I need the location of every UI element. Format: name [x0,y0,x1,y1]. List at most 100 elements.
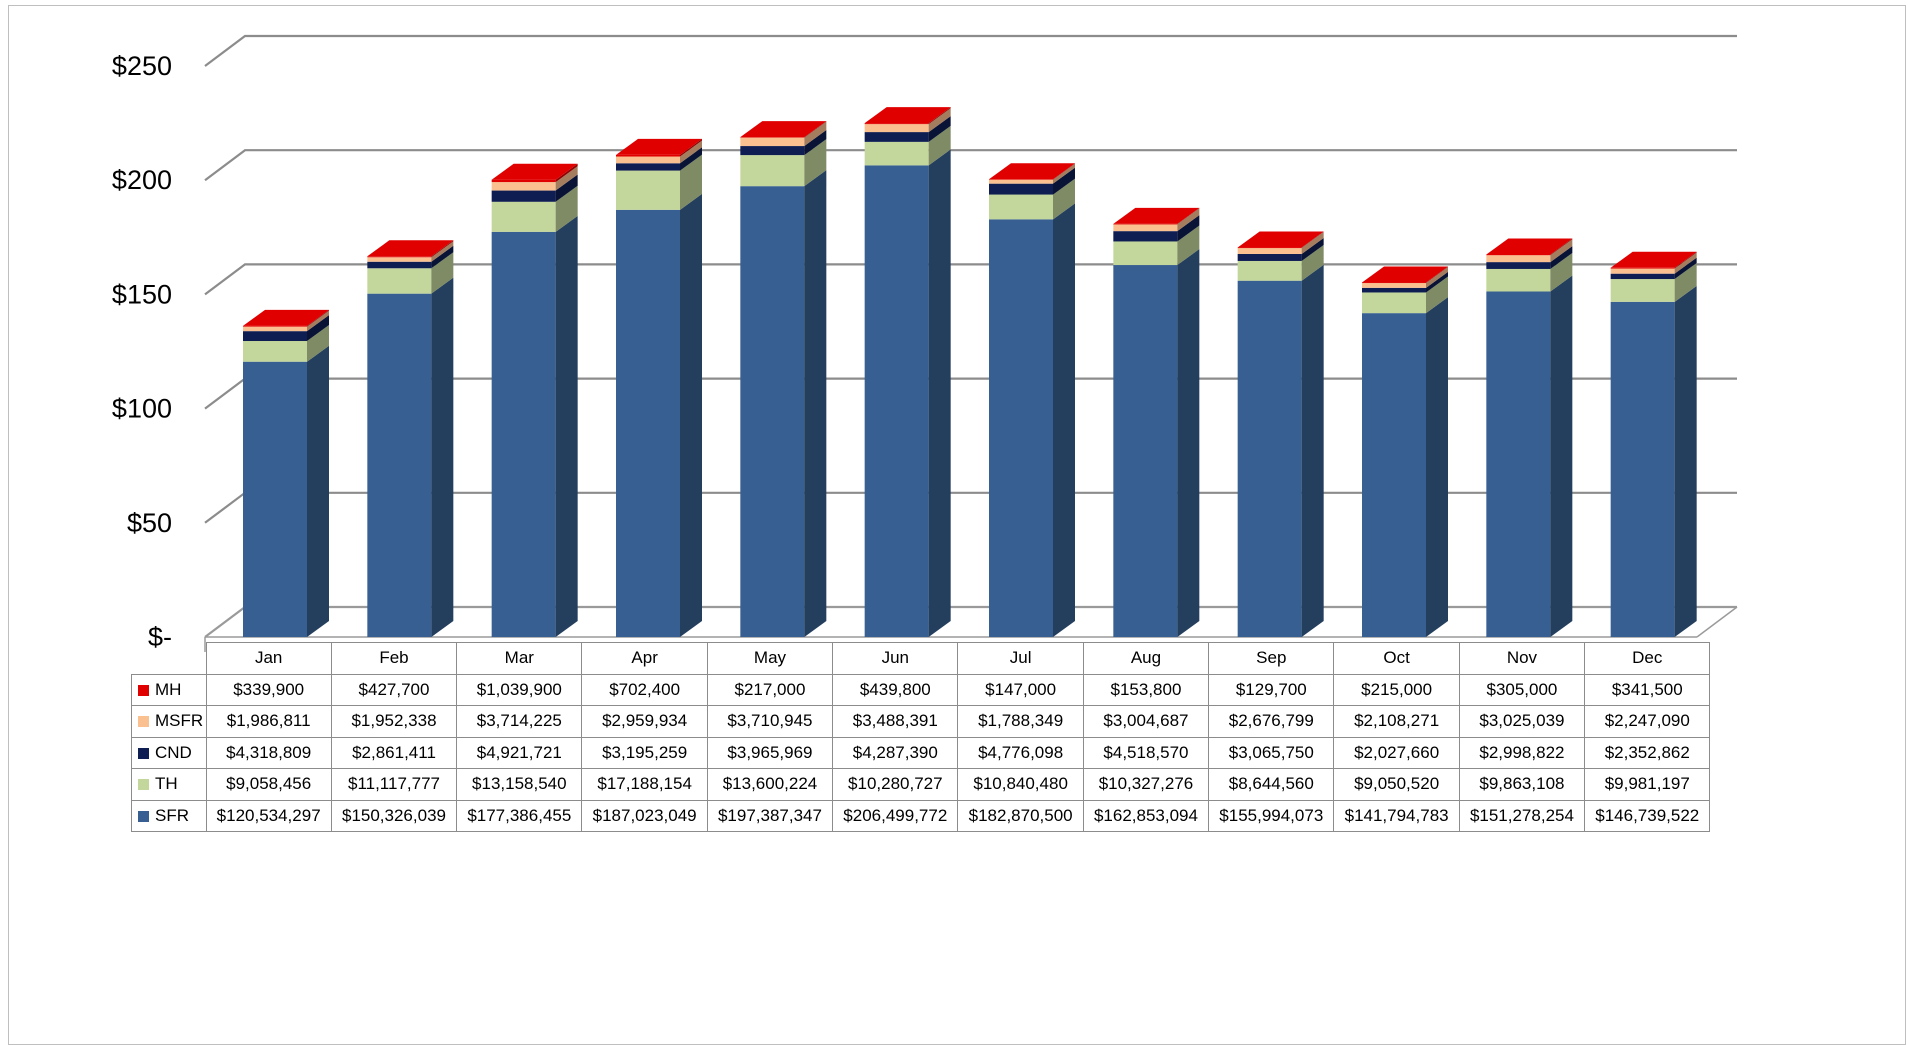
bar-segment-msfr [616,156,680,164]
bar-segment-msfr [367,257,432,262]
bar-stack [1362,266,1448,637]
bar-segment-mh [1113,223,1178,225]
table-cell: $187,023,049 [581,799,708,832]
bar-side-sfr [1674,285,1697,637]
bar-side-mh [804,121,827,138]
y-tick-label: $150 [112,279,172,309]
bar-top-face [1237,231,1324,248]
legend-swatch [138,747,149,759]
table-cell: $150,326,039 [330,799,458,832]
bar-side-th [1426,276,1448,314]
bar-segment-mh [1362,282,1426,284]
table-cell: $4,318,809 [205,736,332,769]
table-cell: $305,000 [1458,673,1586,706]
bar-top-face [367,240,454,257]
bar-side-msfr [1301,231,1324,254]
table-cell: $120,534,297 [205,799,332,832]
category-label: May [706,642,834,675]
table-cell: $2,861,411 [330,736,458,769]
bar-top-face [491,163,578,180]
bar-side-msfr [928,108,951,133]
bar-segment-th [1113,241,1178,266]
table-cell: $217,000 [706,673,834,706]
bar-side-mh [1301,231,1324,248]
legend-swatch [138,779,149,791]
table-cell: $8,644,560 [1208,768,1335,801]
bar-side-mh [1674,251,1697,269]
bar-segment-sfr [616,209,680,637]
bar-stack [864,107,951,637]
table-cell: $197,387,347 [706,799,834,832]
bar-stack [1610,251,1697,637]
bar-top-face [243,309,329,326]
bar-top-face [1113,207,1200,224]
bar-segment-th [1362,292,1426,314]
bar-side-th [1177,225,1200,266]
table-cell: $129,700 [1208,673,1335,706]
data-table-header: Jan Feb Mar Apr May Jun Jul Aug Sep Oct Nov Dec [131,642,1711,675]
table-row: CND $4,318,809 $2,861,411 $4,921,721 $3,195,… [131,736,1711,769]
bar-segment-mh [864,123,929,125]
table-cell: $146,739,522 [1584,799,1711,832]
table-cell: $4,518,570 [1082,736,1210,769]
table-cell: $339,900 [205,673,332,706]
bar-side-cnd [1301,237,1324,261]
category-label: Feb [330,642,458,675]
bar-top-face [1362,266,1448,283]
bar-segment-cnd [367,261,432,269]
table-cell: $17,188,154 [581,768,708,801]
series-name: MSFR [155,711,204,731]
bar-side-msfr [555,166,578,191]
bar-segment-mh [616,154,680,157]
bar-side-cnd [804,130,827,156]
table-cell: $3,714,225 [456,705,583,738]
bar-segment-th [1486,268,1551,292]
bar-segment-mh [367,256,432,258]
table-cell: $2,998,822 [1458,736,1586,769]
table-cell: $141,794,783 [1333,799,1460,832]
table-cell: $2,247,090 [1584,705,1711,738]
bar-side-msfr [1426,267,1448,288]
table-cell: $4,287,390 [832,736,959,769]
bar-side-sfr [1550,275,1573,637]
bar-segment-msfr [1113,224,1178,232]
bar-side-cnd [1426,271,1448,293]
table-cell: $9,050,520 [1333,768,1460,801]
bar-side-mh [431,240,454,258]
category-label: Jul [957,642,1084,675]
series-label: SFR [131,799,207,832]
bar-side-sfr [680,193,702,637]
series-label: MSFR [131,705,207,738]
bar-segment-th [367,268,432,294]
bar-segment-th [243,341,307,362]
bar-side-msfr [431,241,454,262]
bar-side-cnd [555,174,578,202]
bar-segment-msfr [491,182,556,191]
bar-stack [243,309,329,637]
bar-side-th [1550,252,1573,292]
table-row: SFR $120,534,297 $150,326,039 $177,386,455 $… [131,799,1711,832]
table-cell: $702,400 [581,673,708,706]
bar-segment-msfr [740,137,805,147]
bars [243,107,1697,638]
stacked-3d-column-chart: $-$50$100$150$200$250 [112,34,1738,652]
table-cell: $1,039,900 [456,673,583,706]
bar-segment-cnd [491,190,556,202]
bar-segment-sfr [740,186,805,637]
category-label: Nov [1458,642,1586,675]
bar-segment-mh [491,179,556,183]
legend-swatch [138,810,149,822]
table-cell: $3,965,969 [706,736,834,769]
bar-segment-mh [1486,254,1551,256]
category-label: Apr [581,642,708,675]
category-label: Aug [1082,642,1210,675]
bar-side-th [1053,178,1075,220]
bar-top-face [616,138,702,155]
bar-stack [616,138,702,637]
bar-side-sfr [804,170,827,637]
bar-segment-mh [1610,267,1675,269]
table-row: MH $339,900 $427,700 $1,039,900 $702,400 $217… [131,673,1711,706]
table-cell: $10,840,480 [957,768,1084,801]
bar-side-sfr [1053,203,1075,637]
table-cell: $1,952,338 [330,705,458,738]
